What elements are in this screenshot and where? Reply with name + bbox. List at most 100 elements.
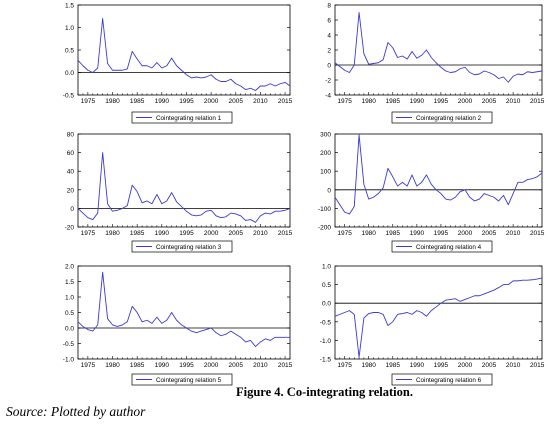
y-tick-label: 1.0: [322, 264, 331, 271]
x-tick-label: 1995: [179, 230, 194, 237]
x-tick-label: 2005: [482, 98, 497, 105]
x-tick-label: 1975: [337, 98, 352, 105]
x-tick-label: 2015: [278, 230, 293, 237]
y-tick-label: 4: [327, 33, 331, 40]
y-tick-label: 200: [320, 150, 331, 157]
plot-frame: [77, 133, 291, 228]
x-tick-label: 1990: [155, 98, 170, 105]
y-tick-label: 1.0: [65, 295, 74, 302]
x-tick-label: 1995: [434, 230, 449, 237]
x-tick-label: 2010: [253, 362, 268, 369]
y-tick-label: 0: [327, 187, 331, 194]
legend: Cointegrating relation 5: [131, 373, 233, 386]
legend-box: [391, 111, 493, 124]
y-tick-label: 40: [67, 169, 75, 176]
x-tick-label: 1990: [410, 230, 425, 237]
series-line: [334, 277, 543, 358]
legend: Cointegrating relation 1: [131, 111, 233, 124]
y-tick-label: 20: [67, 187, 75, 194]
y-tick-label: 0: [327, 63, 331, 70]
x-tick-label: 1985: [386, 230, 401, 237]
x-tick-label: 2000: [204, 98, 219, 105]
x-tick-label: 1980: [361, 98, 376, 105]
series-line: [334, 12, 543, 83]
x-tick-label: 2015: [278, 362, 293, 369]
figure-caption: Figure 4. Co-integrating relation.: [236, 385, 413, 399]
x-tick-label: 1990: [155, 230, 170, 237]
legend-box: [391, 373, 493, 386]
y-tick-label: 2.0: [65, 264, 74, 271]
x-tick-label: 2000: [204, 230, 219, 237]
y-tick-label: 100: [320, 169, 331, 176]
x-tick-label: 2010: [253, 230, 268, 237]
source-note: Source: Plotted by author: [6, 404, 146, 419]
x-tick-label: 2015: [530, 362, 545, 369]
x-tick-label: 1975: [337, 230, 352, 237]
plot-frame: [334, 265, 543, 360]
legend-label: Cointegrating relation 4: [416, 244, 482, 251]
x-tick-label: 2005: [482, 362, 497, 369]
x-tick-label: 2000: [458, 230, 473, 237]
y-tick-label: 0.0: [322, 301, 331, 308]
y-tick-label: -2: [325, 78, 331, 85]
x-tick-label: 2000: [458, 362, 473, 369]
y-tick-label: 0.0: [65, 70, 74, 77]
x-tick-label: 2005: [229, 98, 244, 105]
y-tick-label: 0: [70, 206, 74, 213]
y-tick-label: -100: [318, 206, 331, 213]
y-tick-label: 0.5: [322, 282, 331, 289]
x-tick-label: 1980: [105, 362, 120, 369]
y-tick-label: 1.0: [65, 25, 74, 32]
y-tick-label: 8: [327, 3, 331, 10]
legend-label: Cointegrating relation 1: [156, 115, 222, 122]
x-tick-label: 1975: [81, 98, 96, 105]
x-tick-label: 1975: [337, 362, 352, 369]
x-tick-label: 1975: [81, 230, 96, 237]
legend: Cointegrating relation 2: [391, 111, 493, 124]
plot-frame: [77, 4, 291, 96]
x-tick-label: 2000: [204, 362, 219, 369]
x-tick-label: 1980: [361, 362, 376, 369]
x-tick-label: 1985: [130, 98, 145, 105]
y-tick-label: -200: [318, 225, 331, 232]
chart-panel-3: 80 60 40 20 0 -20 1975 1980 1985 1990 1995 2000 2005…: [65, 132, 293, 253]
y-tick-label: 300: [320, 132, 331, 139]
x-tick-label: 2000: [458, 98, 473, 105]
legend-box: [131, 373, 233, 386]
x-tick-label: 1995: [179, 362, 194, 369]
y-tick-label: 6: [327, 18, 331, 25]
legend-box: [391, 240, 493, 253]
x-tick-label: 1985: [386, 362, 401, 369]
plot-frame: [334, 4, 543, 96]
x-tick-label: 1980: [105, 98, 120, 105]
legend-label: Cointegrating relation 5: [156, 377, 222, 384]
x-tick-label: 2010: [506, 362, 521, 369]
series-line: [77, 18, 291, 91]
chart-panel-6: 1.0 0.5 0.0 -0.5 -1.0 -1.5 1975 1980 1985 1990 199…: [320, 264, 545, 386]
plot-frame: [334, 133, 543, 228]
x-tick-label: 2015: [278, 98, 293, 105]
chart-panel-5: 2.0 1.5 1.0 0.5 0.0 -0.5 -1.0 1975 1980 1985 1990 1…: [63, 264, 293, 386]
x-tick-label: 1990: [410, 362, 425, 369]
x-tick-label: 1980: [105, 230, 120, 237]
x-tick-label: 2015: [530, 230, 545, 237]
y-tick-label: -0.5: [63, 341, 75, 348]
y-tick-label: 0.5: [65, 48, 74, 55]
y-tick-label: -1.5: [320, 357, 332, 364]
x-tick-label: 2010: [506, 230, 521, 237]
legend-label: Cointegrating relation 3: [156, 244, 222, 251]
x-tick-label: 1990: [155, 362, 170, 369]
series-line: [77, 271, 290, 348]
x-tick-label: 1995: [434, 98, 449, 105]
x-tick-label: 1975: [81, 362, 96, 369]
legend: Cointegrating relation 4: [391, 240, 493, 253]
legend-box: [131, 240, 233, 253]
x-tick-label: 1995: [179, 98, 194, 105]
legend-label: Cointegrating relation 2: [416, 115, 482, 122]
plot-frame: [77, 265, 291, 360]
y-tick-label: -1.0: [63, 357, 75, 364]
y-tick-label: 80: [67, 132, 75, 139]
x-tick-label: 1995: [434, 362, 449, 369]
y-tick-label: -0.5: [63, 93, 75, 100]
